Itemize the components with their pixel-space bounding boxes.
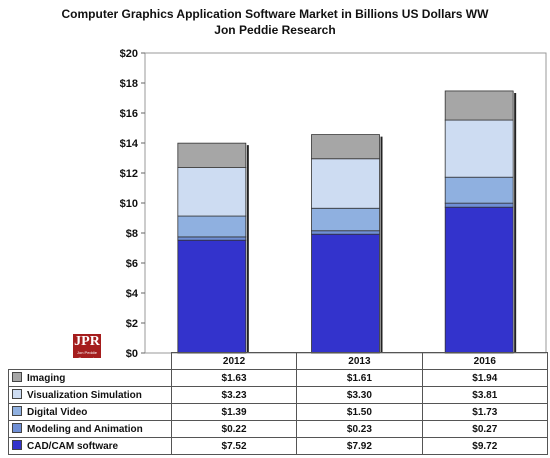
bar-segment	[177, 142, 247, 168]
bar-segment	[444, 119, 514, 178]
stacked-bar-chart: $0$2$4$6$8$10$12$14$16$18$20	[120, 48, 547, 358]
series-label-digital-video: Digital Video	[8, 403, 172, 421]
series-name-imaging: Imaging	[27, 373, 66, 384]
y-tick-label: $2	[126, 318, 138, 330]
series-label-modeling: Modeling and Animation	[8, 420, 172, 438]
data-table-corner	[8, 352, 172, 370]
series-name-cad-cam: CAD/CAM software	[27, 441, 119, 452]
bar-segment	[311, 134, 380, 160]
series-name-modeling: Modeling and Animation	[27, 424, 143, 435]
bar-segment	[311, 230, 380, 235]
bar-segment	[444, 176, 514, 204]
y-tick-label: $6	[126, 258, 138, 270]
series-label-visualization: Visualization Simulation	[8, 386, 172, 404]
bar-segment	[444, 206, 514, 354]
table-cell: $3.81	[421, 386, 549, 404]
y-tick-label: $8	[126, 228, 138, 240]
legend-swatch-modeling	[12, 423, 22, 433]
data-table-header-row: 2012 2013 2016	[8, 352, 549, 370]
bar-segment	[177, 239, 247, 354]
data-table-header-2016: 2016	[421, 352, 549, 370]
table-cell: $0.23	[296, 420, 423, 438]
table-cell: $3.23	[170, 386, 298, 404]
legend-swatch-visualization	[12, 389, 22, 399]
table-row-cad-cam: CAD/CAM software $7.52 $7.92 $9.72	[8, 437, 549, 455]
y-tick-label: $12	[120, 168, 138, 180]
bar-segment	[444, 90, 514, 121]
bar-segment	[311, 233, 380, 354]
bar-segment	[311, 207, 380, 232]
table-cell: $1.63	[170, 369, 298, 387]
y-tick-label: $14	[120, 138, 139, 150]
table-cell: $0.27	[421, 420, 549, 438]
y-tick-label: $4	[126, 288, 139, 300]
bar-segment	[177, 167, 247, 217]
legend-swatch-cad-cam	[12, 440, 22, 450]
chart-title-line-2: Jon Peddie Research	[214, 23, 336, 37]
table-cell: $1.94	[421, 369, 549, 387]
bar-segment	[177, 215, 247, 238]
chart-title: Computer Graphics Application Software M…	[0, 6, 550, 38]
table-row-imaging: Imaging $1.63 $1.61 $1.94	[8, 369, 549, 387]
table-cell: $1.73	[421, 403, 549, 421]
table-row-digital-video: Digital Video $1.39 $1.50 $1.73	[8, 403, 549, 421]
table-cell: $0.22	[170, 420, 298, 438]
bar-segment	[311, 158, 380, 209]
table-cell: $9.72	[421, 437, 549, 455]
data-table-header-2012: 2012	[170, 352, 298, 370]
legend-swatch-imaging	[12, 372, 22, 382]
bar-segment	[177, 236, 247, 241]
bar-segment	[444, 202, 514, 208]
table-cell: $7.92	[296, 437, 423, 455]
table-cell: $7.52	[170, 437, 298, 455]
y-tick-label: $10	[120, 198, 138, 210]
data-table-header-2013: 2013	[296, 352, 423, 370]
y-tick-label: $20	[120, 48, 138, 60]
table-cell: $1.61	[296, 369, 423, 387]
data-table: 2012 2013 2016 Imaging $1.63 $1.61 $1.94…	[8, 352, 549, 455]
table-cell: $1.50	[296, 403, 423, 421]
y-tick-label: $16	[120, 108, 138, 120]
table-cell: $1.39	[170, 403, 298, 421]
table-cell: $3.30	[296, 386, 423, 404]
series-name-visualization: Visualization Simulation	[27, 390, 142, 401]
table-row-visualization: Visualization Simulation $3.23 $3.30 $3.…	[8, 386, 549, 404]
series-label-imaging: Imaging	[8, 369, 172, 387]
y-tick-label: $18	[120, 78, 138, 90]
table-row-modeling: Modeling and Animation $0.22 $0.23 $0.27	[8, 420, 549, 438]
series-name-digital-video: Digital Video	[27, 407, 88, 418]
series-label-cad-cam: CAD/CAM software	[8, 437, 172, 455]
chart-title-line-1: Computer Graphics Application Software M…	[61, 7, 489, 21]
legend-swatch-digital-video	[12, 406, 22, 416]
logo-text: JPR	[74, 334, 100, 349]
